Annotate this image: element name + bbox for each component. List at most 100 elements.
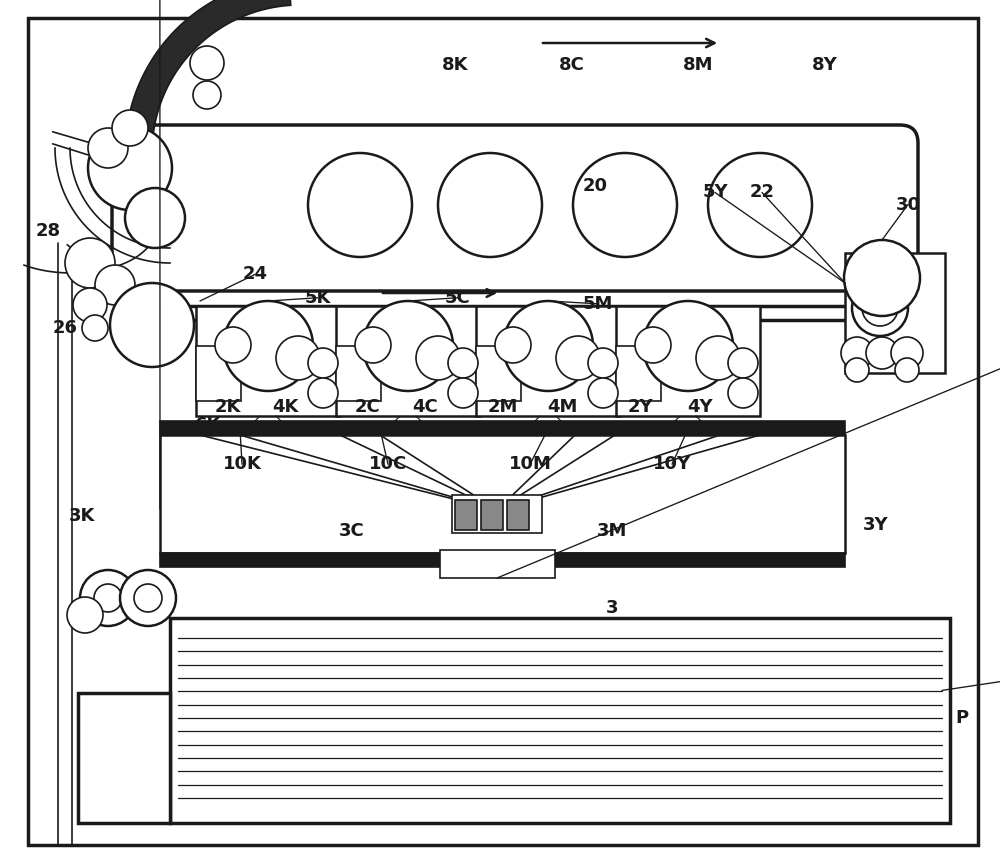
Text: 2C: 2C — [355, 399, 381, 416]
Text: 6K: 6K — [195, 416, 221, 433]
Text: 8M: 8M — [683, 56, 713, 73]
Circle shape — [363, 301, 453, 391]
Circle shape — [556, 336, 600, 380]
Text: 4C: 4C — [412, 399, 438, 416]
Circle shape — [193, 81, 221, 109]
Circle shape — [65, 238, 115, 288]
Text: 4M: 4M — [547, 399, 577, 416]
Text: 28: 28 — [35, 223, 61, 240]
Circle shape — [308, 348, 338, 378]
Circle shape — [73, 288, 107, 322]
Text: P: P — [955, 709, 969, 727]
Bar — [160, 421, 845, 435]
Circle shape — [448, 378, 478, 408]
Text: 3K: 3K — [69, 507, 95, 525]
Text: 3Y: 3Y — [863, 516, 889, 533]
Text: 10M: 10M — [509, 456, 551, 473]
Circle shape — [95, 265, 135, 305]
Circle shape — [276, 336, 320, 380]
Circle shape — [67, 597, 103, 633]
Circle shape — [416, 336, 460, 380]
Circle shape — [845, 358, 869, 382]
Circle shape — [80, 570, 136, 626]
Bar — [507, 500, 529, 530]
Bar — [481, 500, 503, 530]
Circle shape — [120, 570, 176, 626]
Circle shape — [643, 301, 733, 391]
Circle shape — [696, 336, 740, 380]
Text: 10C: 10C — [369, 456, 407, 473]
Circle shape — [215, 327, 251, 363]
Circle shape — [223, 301, 313, 391]
Bar — [440, 550, 555, 578]
Circle shape — [448, 348, 478, 378]
Text: 3C: 3C — [339, 522, 365, 539]
Circle shape — [841, 337, 873, 369]
Text: 5Y: 5Y — [702, 184, 728, 201]
Text: 24: 24 — [242, 266, 268, 283]
Circle shape — [708, 153, 812, 257]
Circle shape — [588, 348, 618, 378]
Text: 4K: 4K — [272, 399, 298, 416]
Bar — [78, 693, 170, 823]
Bar — [476, 346, 521, 401]
Circle shape — [308, 153, 412, 257]
Polygon shape — [125, 0, 291, 180]
Text: 8Y: 8Y — [812, 56, 838, 73]
Text: 8C: 8C — [559, 56, 585, 73]
Circle shape — [635, 327, 671, 363]
Bar — [845, 253, 945, 373]
Text: 6Y: 6Y — [607, 420, 633, 438]
Bar — [616, 306, 760, 416]
Bar — [336, 346, 381, 401]
Bar — [196, 306, 340, 416]
Circle shape — [852, 280, 908, 336]
Circle shape — [891, 337, 923, 369]
Circle shape — [895, 358, 919, 382]
Circle shape — [110, 283, 194, 367]
Text: 3M: 3M — [597, 522, 627, 539]
Text: 8K: 8K — [442, 56, 468, 73]
Circle shape — [190, 46, 224, 80]
Text: 20: 20 — [582, 177, 608, 194]
Circle shape — [862, 290, 898, 326]
Circle shape — [94, 584, 122, 612]
Circle shape — [728, 378, 758, 408]
Text: 5K: 5K — [305, 289, 331, 306]
Bar — [336, 306, 480, 416]
Bar — [616, 346, 661, 401]
Text: 26: 26 — [52, 319, 78, 337]
Circle shape — [125, 188, 185, 248]
Circle shape — [844, 240, 920, 316]
Text: 4Y: 4Y — [687, 399, 713, 416]
Bar — [476, 306, 620, 416]
Text: 10K: 10K — [223, 456, 261, 473]
Circle shape — [866, 337, 898, 369]
Text: 1C: 1C — [389, 420, 415, 438]
Circle shape — [728, 348, 758, 378]
Circle shape — [112, 110, 148, 146]
Text: 30: 30 — [896, 196, 920, 213]
Circle shape — [503, 301, 593, 391]
Text: 22: 22 — [750, 184, 774, 201]
Text: 6M: 6M — [468, 420, 498, 438]
Circle shape — [573, 153, 677, 257]
Text: 2K: 2K — [215, 399, 241, 416]
Bar — [455, 500, 477, 530]
Bar — [160, 553, 845, 567]
Circle shape — [355, 327, 391, 363]
Circle shape — [588, 378, 618, 408]
Circle shape — [88, 126, 172, 210]
Text: 1K: 1K — [250, 420, 276, 438]
Circle shape — [495, 327, 531, 363]
Bar — [170, 618, 950, 823]
Text: 1M: 1M — [523, 420, 553, 438]
Text: 2M: 2M — [488, 399, 518, 416]
Text: 10Y: 10Y — [653, 456, 691, 473]
Circle shape — [308, 378, 338, 408]
Text: 5C: 5C — [445, 289, 471, 306]
Circle shape — [134, 584, 162, 612]
Text: 3: 3 — [606, 600, 618, 617]
Bar — [452, 495, 542, 533]
Circle shape — [438, 153, 542, 257]
